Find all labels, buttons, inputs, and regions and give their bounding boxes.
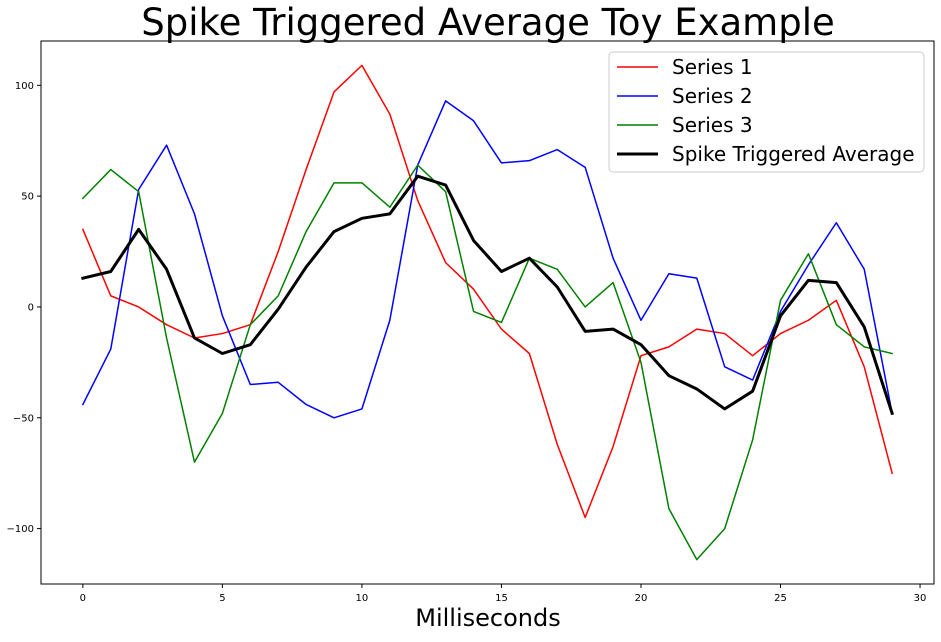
- y-tick-label: 0: [28, 302, 34, 313]
- y-tick-label: 100: [15, 81, 34, 92]
- x-tick-label: 15: [495, 593, 508, 604]
- x-tick-label: 20: [635, 593, 648, 604]
- y-tick-label: 50: [21, 192, 34, 203]
- x-axis: 0 5 10 15 20 25 30: [80, 584, 927, 604]
- series-line-2: [81, 100, 894, 419]
- legend-frame: [608, 51, 925, 173]
- legend-label-4: Spike Triggered Average: [672, 142, 915, 166]
- series-line-1: [81, 64, 894, 519]
- series-layer: [81, 64, 895, 561]
- legend-label-3: Series 3: [672, 113, 753, 137]
- series-line-3: [81, 164, 894, 561]
- legend-label-1: Series 1: [672, 55, 753, 79]
- x-tick-label: 25: [774, 593, 787, 604]
- x-tick-label: 0: [80, 593, 86, 604]
- x-tick-label: 10: [356, 593, 369, 604]
- y-tick-label: −50: [13, 413, 34, 424]
- series-line-4: [81, 174, 895, 416]
- y-tick-label: −100: [7, 524, 34, 535]
- x-axis-label: Milliseconds: [415, 604, 560, 632]
- x-tick-label: 30: [914, 593, 927, 604]
- chart-title: Spike Triggered Average Toy Example: [141, 1, 835, 44]
- x-tick-label: 5: [219, 593, 225, 604]
- legend-label-2: Series 2: [672, 84, 753, 108]
- y-axis: 100 50 0 −50 −100: [7, 81, 41, 535]
- plot-area-frame: [40, 40, 935, 585]
- legend: Series 1 Series 2 Series 3 Spike Triggered …: [608, 51, 925, 173]
